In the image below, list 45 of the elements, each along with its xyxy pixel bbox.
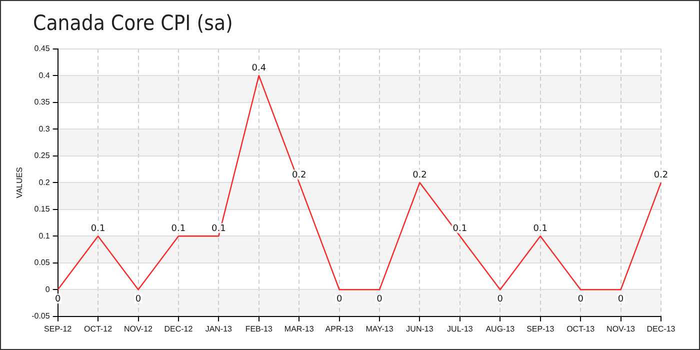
- y-axis-title: VALUES: [15, 167, 24, 198]
- y-tick-label: -0.05: [32, 312, 50, 321]
- data-label: 0.2: [292, 170, 306, 180]
- data-label: 0: [376, 294, 383, 304]
- y-tick-label: 0.45: [34, 44, 50, 54]
- x-tick-label: DEC-12: [164, 324, 194, 334]
- data-label: 0.2: [412, 170, 427, 180]
- x-tick-label: OCT-13: [566, 324, 596, 334]
- y-tick-label: 0.3: [38, 124, 50, 134]
- data-label: 0: [578, 294, 584, 304]
- x-tick-label: APR-13: [325, 324, 354, 334]
- x-tick-label: NOV-13: [606, 324, 636, 334]
- y-tick-label: 0.1: [38, 231, 50, 240]
- data-label: 0.1: [90, 224, 106, 234]
- data-label: 0.1: [171, 224, 186, 234]
- y-tick-label: 0.25: [34, 151, 50, 160]
- x-tick-label: DEC-13: [646, 324, 676, 334]
- data-label: 0: [54, 294, 61, 304]
- data-label: 0: [618, 294, 624, 304]
- data-label: 0.4: [252, 63, 266, 74]
- y-tick-label: 0.05: [34, 258, 50, 268]
- x-tick-label: JUN-13: [406, 324, 434, 334]
- data-label: 0: [135, 294, 142, 304]
- data-label: 0: [497, 294, 504, 304]
- data-label: 0.1: [212, 224, 226, 234]
- x-tick-label: MAY-13: [366, 324, 394, 334]
- y-tick-label: 0.2: [38, 178, 50, 187]
- data-label: 0.1: [452, 224, 468, 234]
- x-tick-label: SEP-12: [44, 324, 72, 334]
- data-label: 0.2: [654, 170, 668, 180]
- data-label: 0: [336, 294, 342, 304]
- x-tick-label: FEB-13: [245, 324, 273, 334]
- x-tick-label: JUL-13: [447, 324, 474, 334]
- data-label: 0.1: [533, 224, 548, 234]
- y-tick-label: 0: [45, 284, 50, 294]
- x-tick-label: MAR-13: [284, 324, 314, 334]
- y-tick-label: 0.15: [34, 204, 50, 214]
- y-tick-label: 0.4: [38, 70, 50, 80]
- y-tick-label: 0.35: [34, 98, 50, 107]
- x-tick-label: SEP-13: [526, 324, 555, 334]
- x-tick-label: NOV-12: [124, 324, 154, 334]
- x-tick-label: OCT-12: [84, 324, 113, 334]
- chart-title: Canada Core CPI (sa): [33, 11, 233, 35]
- x-tick-label: JAN-13: [205, 324, 233, 334]
- x-tick-label: AUG-13: [486, 324, 516, 334]
